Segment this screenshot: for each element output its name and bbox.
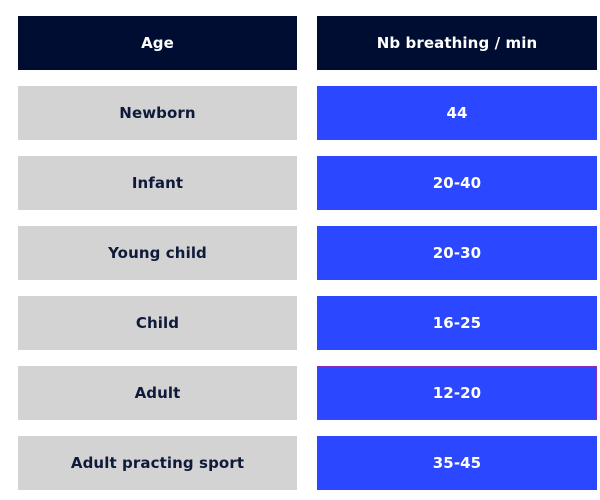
age-cell: Newborn — [18, 86, 297, 140]
age-cell: Adult — [18, 366, 297, 420]
table-row: Adult practing sport 35-45 — [18, 436, 597, 490]
rate-cell: 44 — [317, 86, 597, 140]
rate-cell: 16-25 — [317, 296, 597, 350]
rate-cell: 35-45 — [317, 436, 597, 490]
table-row: Infant 20-40 — [18, 156, 597, 210]
table-row: Child 16-25 — [18, 296, 597, 350]
age-cell: Adult practing sport — [18, 436, 297, 490]
table-row: Adult 12-20 — [18, 366, 597, 420]
header-breathing-rate: Nb breathing / min — [317, 16, 597, 70]
table-row: Newborn 44 — [18, 86, 597, 140]
rate-cell: 20-30 — [317, 226, 597, 280]
age-cell: Young child — [18, 226, 297, 280]
rate-cell-selected[interactable]: 12-20 — [317, 366, 597, 420]
rate-cell: 20-40 — [317, 156, 597, 210]
age-cell: Infant — [18, 156, 297, 210]
age-cell: Child — [18, 296, 297, 350]
header-age: Age — [18, 16, 297, 70]
breathing-rate-table: Age Nb breathing / min Newborn 44 Infant… — [18, 16, 597, 490]
table-header-row: Age Nb breathing / min — [18, 16, 597, 70]
table-row: Young child 20-30 — [18, 226, 597, 280]
